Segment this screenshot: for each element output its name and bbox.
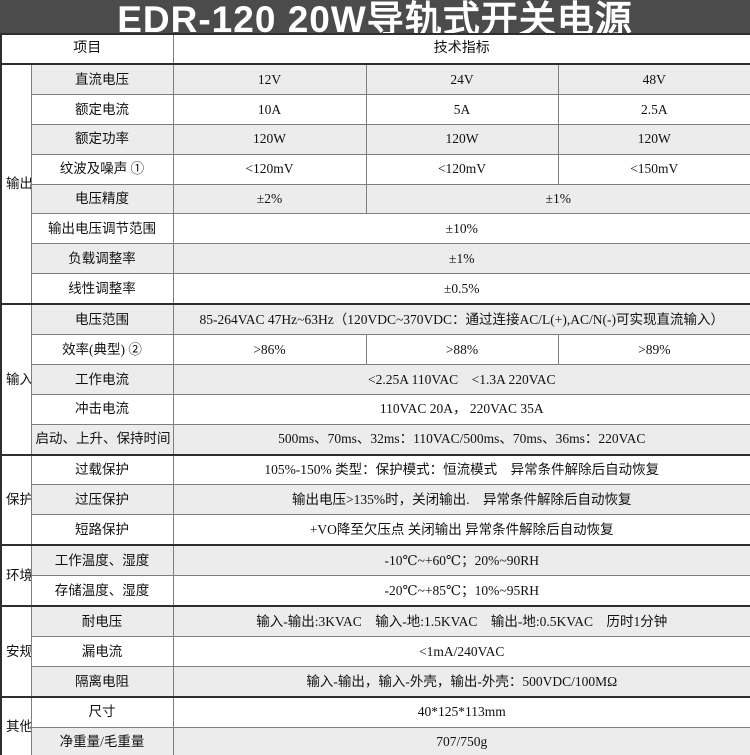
table-row: 存储温度、湿度 -20℃~+85℃；10%~95RH: [1, 575, 750, 607]
spec-value: ±1%: [172, 243, 750, 275]
spec-value: 120W: [172, 123, 367, 155]
table-row: 过压保护 输出电压>135%时，关闭输出. 异常条件解除后自动恢复: [1, 484, 750, 516]
table-row: 输出电压调节范围 ±10%: [1, 213, 750, 245]
spec-value: 707/750g: [172, 726, 750, 755]
row-label: 纹波及噪声 ①: [30, 153, 174, 185]
spec-value: 85-264VAC 47Hz~63Hz（120VDC~370VDC：通过连接AC…: [172, 303, 750, 336]
category-cell: 保护: [0, 453, 32, 546]
category-cell: 其他: [0, 695, 32, 755]
row-label: 尺寸: [30, 695, 174, 728]
spec-value: 输入-输出:3KVAC 输入-地:1.5KVAC 输出-地:0.5KVAC 历时…: [172, 605, 750, 637]
table-row: 输出 直流电压 12V 24V 48V: [0, 63, 750, 305]
spec-value: -20℃~+85℃；10%~95RH: [172, 575, 750, 607]
row-label: 短路保护: [30, 514, 174, 546]
spec-table: 项目 技术指标 输出 直流电压 12V 24V 48V 额定电流 10A 5A …: [0, 33, 750, 755]
row-label: 额定功率: [30, 123, 174, 155]
spec-value: 110VAC 20A， 220VAC 35A: [172, 393, 750, 425]
table-row: 保护 过载保护 105%-150% 类型：保护模式：恒流模式 异常条件解除后自动…: [0, 453, 750, 546]
spec-value: ±2%: [172, 183, 367, 215]
row-label: 线性调整率: [30, 273, 174, 305]
spec-value: >88%: [365, 334, 559, 365]
spec-value: <150mV: [557, 153, 750, 185]
table-row: 效率(典型) ② >86% >88% >89%: [1, 334, 750, 365]
spec-value: 120W: [557, 123, 750, 155]
spec-value: 10A: [172, 93, 367, 125]
table-row: 额定功率 120W 120W 120W: [1, 123, 750, 155]
category-cell: 环境: [0, 544, 32, 607]
title-bar: EDR-120 20W导轨式开关电源: [0, 0, 750, 33]
row-label: 电压精度: [30, 183, 174, 215]
table-row: 输入 电压范围 85-264VAC 47Hz~63Hz（120VDC~370VD…: [0, 303, 750, 456]
spec-value: 500ms、70ms、32ms：110VAC/500ms、70ms、36ms：2…: [172, 423, 750, 456]
row-label: 过载保护: [30, 453, 174, 486]
table-row: 纹波及噪声 ① <120mV <120mV <150mV: [1, 153, 750, 185]
row-label: 存储温度、湿度: [30, 575, 174, 607]
table-row: 隔离电阻 输入-输出，输入-外壳，输出-外壳：500VDC/100MΩ: [1, 665, 750, 698]
row-label: 冲击电流: [30, 393, 174, 425]
row-label: 漏电流: [30, 635, 174, 667]
table-row: 额定电流 10A 5A 2.5A: [1, 93, 750, 125]
row-label: 电压范围: [30, 303, 174, 336]
row-label: 隔离电阻: [30, 665, 174, 698]
spec-value: ±1%: [365, 183, 750, 215]
table-row: 启动、上升、保持时间 500ms、70ms、32ms：110VAC/500ms、…: [1, 423, 750, 456]
category-cell: 输入: [0, 303, 32, 456]
row-label: 效率(典型) ②: [30, 334, 174, 365]
category-cell: 安规: [0, 605, 32, 698]
spec-value: 2.5A: [557, 93, 750, 125]
table-row: 工作电流 <2.25A 110VAC <1.3A 220VAC: [1, 363, 750, 395]
spec-value: ±0.5%: [172, 273, 750, 305]
table-header-row: 项目 技术指标: [0, 33, 750, 65]
row-label: 工作温度、湿度: [30, 544, 174, 577]
category-cell: 输出: [0, 63, 32, 305]
spec-value: -10℃~+60℃；20%~90RH: [172, 544, 750, 577]
spec-value: >89%: [557, 334, 750, 365]
table-row: 冲击电流 110VAC 20A， 220VAC 35A: [1, 393, 750, 425]
spec-value: >86%: [172, 334, 367, 365]
spec-value: 105%-150% 类型：保护模式：恒流模式 异常条件解除后自动恢复: [172, 453, 750, 486]
spec-value: <1mA/240VAC: [172, 635, 750, 667]
spec-value: <2.25A 110VAC <1.3A 220VAC: [172, 363, 750, 395]
spec-value: 24V: [365, 63, 559, 95]
row-label: 启动、上升、保持时间: [30, 423, 174, 456]
table-row: 线性调整率 ±0.5%: [1, 273, 750, 305]
spec-value: 5A: [365, 93, 559, 125]
row-label: 额定电流: [30, 93, 174, 125]
spec-value: 12V: [172, 63, 367, 95]
spec-value: 输出电压>135%时，关闭输出. 异常条件解除后自动恢复: [172, 484, 750, 516]
spec-value: 120W: [365, 123, 559, 155]
table-row: 环境 工作温度、湿度 -10℃~+60℃；20%~90RH: [0, 544, 750, 607]
row-label: 输出电压调节范围: [30, 213, 174, 245]
spec-value: +VO降至欠压点 关闭输出 异常条件解除后自动恢复: [172, 514, 750, 546]
row-label: 工作电流: [30, 363, 174, 395]
row-label: 净重量/毛重量: [30, 726, 174, 755]
header-item: 项目: [0, 33, 174, 65]
page-title: EDR-120 20W导轨式开关电源: [117, 0, 633, 33]
spec-value: 40*125*113mm: [172, 695, 750, 728]
spec-value: <120mV: [172, 153, 367, 185]
table-row: 短路保护 +VO降至欠压点 关闭输出 异常条件解除后自动恢复: [1, 514, 750, 546]
table-row: 其他 尺寸 40*125*113mm: [0, 695, 750, 755]
row-label: 耐电压: [30, 605, 174, 637]
row-label: 过压保护: [30, 484, 174, 516]
spec-value: 48V: [557, 63, 750, 95]
spec-value: ±10%: [172, 213, 750, 245]
row-label: 负载调整率: [30, 243, 174, 275]
table-row: 净重量/毛重量 707/750g: [1, 726, 750, 755]
spec-value: 输入-输出，输入-外壳，输出-外壳：500VDC/100MΩ: [172, 665, 750, 698]
table-row: 电压精度 ±2% ±1%: [1, 183, 750, 215]
row-label: 直流电压: [30, 63, 174, 95]
table-row: 安规 耐电压 输入-输出:3KVAC 输入-地:1.5KVAC 输出-地:0.5…: [0, 605, 750, 698]
spec-value: <120mV: [365, 153, 559, 185]
header-spec: 技术指标: [172, 33, 750, 65]
table-row: 负载调整率 ±1%: [1, 243, 750, 275]
table-row: 漏电流 <1mA/240VAC: [1, 635, 750, 667]
